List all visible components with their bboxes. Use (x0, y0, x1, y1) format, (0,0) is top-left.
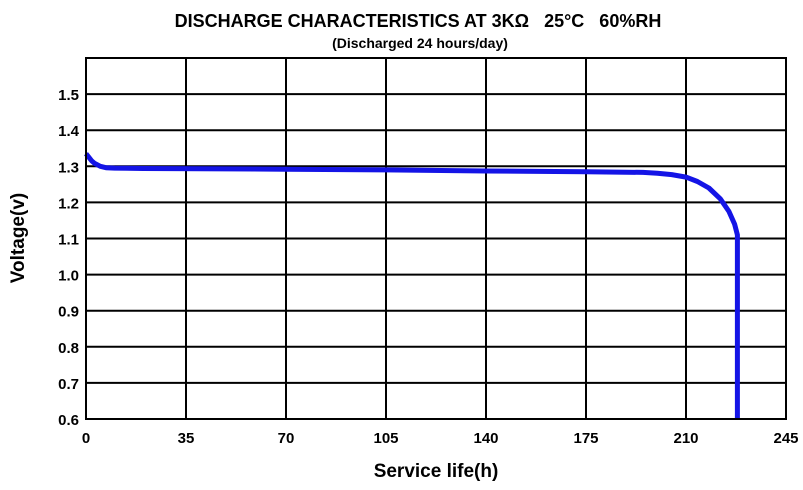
plot-frame (85, 57, 787, 420)
grid-layer (86, 58, 786, 419)
chart-subtitle: (Discharged 24 hours/day) (332, 35, 508, 51)
y-tick-label: 1.5 (58, 87, 79, 104)
y-tick-labels: 0.6 0.7 0.8 0.9 1.0 1.1 1.2 1.3 1.4 1.5 (58, 87, 80, 429)
x-tick-label: 105 (373, 430, 398, 447)
x-tick-labels: 0 35 70 105 140 175 210 245 (82, 430, 799, 447)
y-tick-label: 0.7 (58, 376, 79, 393)
y-tick-label: 1.0 (58, 268, 79, 285)
x-tick-label: 140 (473, 430, 498, 447)
x-tick-label: 175 (573, 430, 598, 447)
y-tick-label: 1.4 (58, 123, 80, 140)
y-tick-label: 0.6 (58, 412, 79, 429)
y-tick-label: 0.8 (58, 340, 79, 357)
y-axis-label: Voltage(v) (8, 193, 29, 283)
x-tick-label: 35 (178, 430, 195, 447)
discharge-curve (84, 152, 740, 419)
x-tick-label: 210 (673, 430, 698, 447)
series-layer (84, 152, 740, 419)
y-tick-label: 1.3 (58, 159, 79, 176)
x-tick-label: 245 (773, 430, 798, 447)
chart-title: DISCHARGE CHARACTERISTICS AT 3KΩ 25°C 60… (175, 11, 662, 31)
x-tick-label: 0 (82, 430, 90, 447)
y-tick-label: 0.9 (58, 304, 79, 321)
x-tick-label: 70 (278, 430, 295, 447)
x-axis-label: Service life(h) (374, 461, 499, 482)
y-tick-label: 1.1 (58, 232, 79, 249)
y-tick-label: 1.2 (58, 195, 79, 212)
